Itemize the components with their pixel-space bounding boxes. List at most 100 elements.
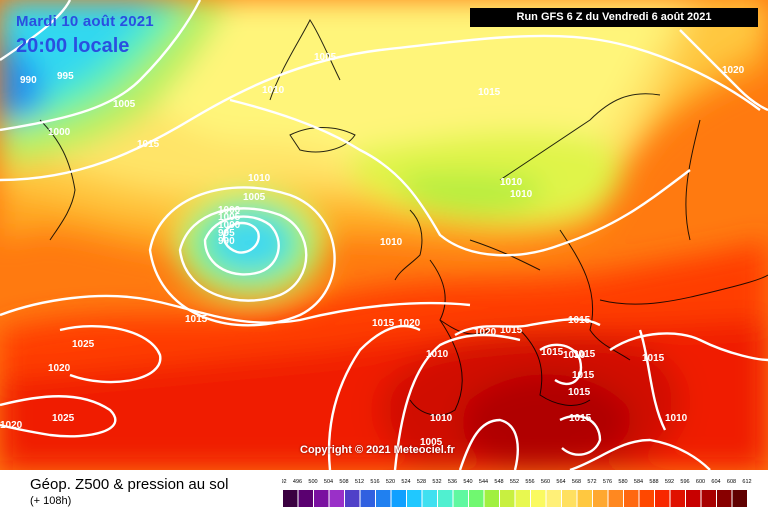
lead-time: (+ 108h) (30, 495, 72, 507)
colorbar-tick-label: 568 (572, 479, 581, 485)
colorbar-tick-label: 544 (479, 479, 488, 485)
coastlines (39, 19, 768, 416)
colorbar-swatch (562, 490, 577, 507)
colorbar-swatch (655, 490, 670, 507)
isobar-label: 1015 (572, 370, 595, 381)
isobar-label: 1015 (372, 318, 395, 329)
isobar-label: 1015 (568, 315, 591, 326)
colorbar-swatch (453, 490, 468, 507)
colorbar-tick-label: 612 (742, 479, 751, 485)
colorbar-swatch (732, 490, 747, 507)
isobar-label: 1025 (52, 413, 75, 424)
colorbar-tick-label: 556 (525, 479, 534, 485)
colorbar-tick-label: 604 (711, 479, 720, 485)
colorbar-tick-label: 588 (649, 479, 658, 485)
isobar-label: 1025 (72, 339, 95, 350)
geopotential-field (0, 0, 768, 470)
colorbar-swatch (593, 490, 608, 507)
colorbar-swatch (531, 490, 546, 507)
forecast-date: Mardi 10 août 2021 (16, 13, 154, 30)
isobar-label: 1005 (113, 99, 136, 110)
isobar-label: 1010 (563, 350, 586, 361)
isobar-label: 1020 (398, 318, 421, 329)
colorbar-tick-label: 540 (463, 479, 472, 485)
colorbar-swatch (469, 490, 484, 507)
colorbar-swatch (701, 490, 716, 507)
colorbar-tick-label: 596 (680, 479, 689, 485)
isobar-label: 990 (20, 75, 37, 86)
colorbar-swatch (484, 490, 499, 507)
isobar-label: 1000 (48, 127, 71, 138)
colorbar-tick-label: 528 (417, 479, 426, 485)
colorbar-swatch (283, 490, 298, 507)
colorbar-swatch (360, 490, 375, 507)
colorbar-swatch (407, 490, 422, 507)
colorbar-tick-label: 524 (401, 479, 410, 485)
colorbar-swatch (438, 490, 453, 507)
isobar-label: 1015 (541, 347, 564, 358)
isobar-label: 1010 (510, 189, 533, 200)
colorbar-tick-label: 552 (510, 479, 519, 485)
colorbar-swatch (670, 490, 685, 507)
copyright-notice: Copyright © 2021 Meteociel.fr (300, 444, 455, 456)
colorbar-swatch (422, 490, 437, 507)
colorbar-tick-label: 532 (432, 479, 441, 485)
colorbar-tick-label: 608 (727, 479, 736, 485)
colorbar-tick-label: 516 (370, 479, 379, 485)
isobar-label: 1015 (573, 349, 596, 360)
colorbar-swatch (345, 490, 360, 507)
colorbar-tick-label: 520 (386, 479, 395, 485)
isobar-label: 1000 (218, 220, 241, 231)
isobar-label: 1005 (420, 437, 443, 448)
colorbar-tick-label: 600 (696, 479, 705, 485)
isobar-label: 990 (218, 236, 235, 247)
geopotential-colorbar: 492 496 500 504 508 512 516 520 524 528 532 536 540 5… (282, 479, 752, 507)
isobar-label: 1000 (218, 205, 241, 216)
isobar-label: 1015 (478, 87, 501, 98)
colorbar-tick-label: 564 (556, 479, 565, 485)
isobar-label: 1005 (243, 192, 266, 203)
isobar-label: 1005 (314, 52, 337, 63)
colorbar-swatch (686, 490, 701, 507)
isobar-label: 1010 (430, 413, 453, 424)
colorbar-tick-label: 580 (618, 479, 627, 485)
colorbar-tick-label: 592 (665, 479, 674, 485)
isobar-label: 1010 (665, 413, 688, 424)
isobar-label: 1020 (722, 65, 745, 76)
isobar-label: 1010 (380, 237, 403, 248)
isobar-label: 1015 (568, 387, 591, 398)
isobar-label: 1015 (569, 413, 592, 424)
isobar-label: 1005 (218, 212, 241, 223)
colorbar-swatch (391, 490, 406, 507)
isobar-label: 1020 (474, 327, 497, 338)
colorbar-swatch (500, 490, 515, 507)
field-title: Géop. Z500 & pression au sol (30, 476, 229, 493)
colorbar-tick-label: 512 (355, 479, 364, 485)
colorbar-tick-label: 508 (339, 479, 348, 485)
legend-footer: Géop. Z500 & pression au sol (+ 108h) 49… (0, 470, 768, 512)
colorbar-tick-label: 584 (634, 479, 643, 485)
isobar-label: 1010 (248, 173, 271, 184)
colorbar-swatch (298, 490, 313, 507)
isobars (0, 0, 768, 470)
colorbar-tick-label: 504 (324, 479, 333, 485)
forecast-local-time: 20:00 locale (16, 35, 130, 57)
isobar-label: 1015 (500, 325, 523, 336)
colorbar-tick-label: 536 (448, 479, 457, 485)
colorbar-tick-label: 492 (282, 479, 287, 485)
colorbar-swatch (717, 490, 732, 507)
colorbar-tick-label: 576 (603, 479, 612, 485)
isobar-label: 1020 (0, 420, 23, 431)
model-run-info: Run GFS 6 Z du Vendredi 6 août 2021 (470, 8, 758, 27)
isobar-label: 995 (218, 228, 235, 239)
isobar-label: 995 (57, 71, 74, 82)
isobar-label: 1015 (185, 314, 208, 325)
isobar-label: 1020 (48, 363, 71, 374)
colorbar-tick-label: 560 (541, 479, 550, 485)
colorbar-tick-label: 496 (293, 479, 302, 485)
colorbar-swatch (577, 490, 592, 507)
colorbar-swatch (515, 490, 530, 507)
